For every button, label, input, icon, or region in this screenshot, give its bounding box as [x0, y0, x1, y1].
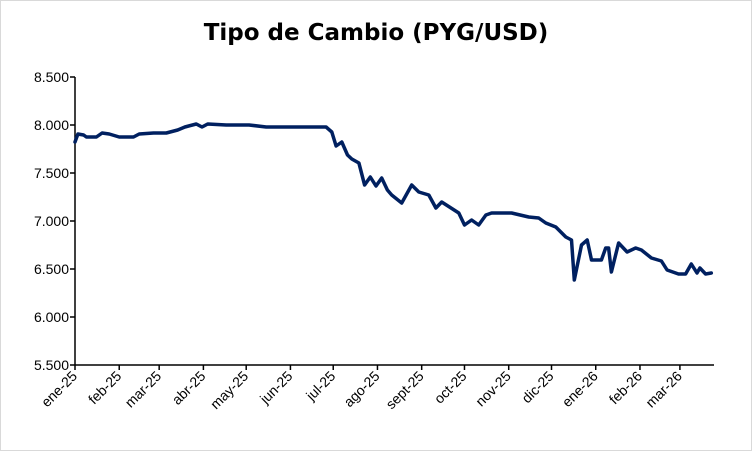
y-tick-label: 8.500 [34, 69, 69, 85]
y-tick-label: 8.000 [34, 117, 69, 133]
x-tick-label: dic-25 [518, 368, 556, 406]
x-tick-label: nov-25 [472, 368, 514, 410]
x-tick-label: sept-25 [382, 368, 426, 412]
x-tick-label: jun-25 [256, 368, 296, 408]
x-tick-label: feb-25 [85, 368, 125, 408]
x-tick-label: mar-26 [642, 368, 685, 411]
x-tick-label: feb-26 [606, 368, 646, 408]
y-tick-label: 7.500 [34, 165, 69, 181]
x-tick-label: ago-25 [340, 368, 382, 410]
chart-title: Tipo de Cambio (PYG/USD) [203, 20, 549, 46]
x-tick-label: abr-25 [169, 368, 209, 408]
x-tick-label: ene-25 [38, 368, 80, 410]
x-tick-label: ene-26 [559, 368, 601, 410]
y-tick-label: 6.500 [34, 261, 69, 277]
x-tick-label: jul-25 [302, 368, 338, 404]
x-tick-label: may-25 [207, 368, 251, 412]
series-line [73, 122, 714, 282]
y-tick-label: 5.500 [34, 357, 69, 373]
y-tick-label: 6.000 [34, 309, 69, 325]
x-tick-label: oct-25 [431, 368, 470, 407]
x-tick-label: mar-25 [122, 368, 165, 411]
y-tick-label: 7.000 [34, 213, 69, 229]
